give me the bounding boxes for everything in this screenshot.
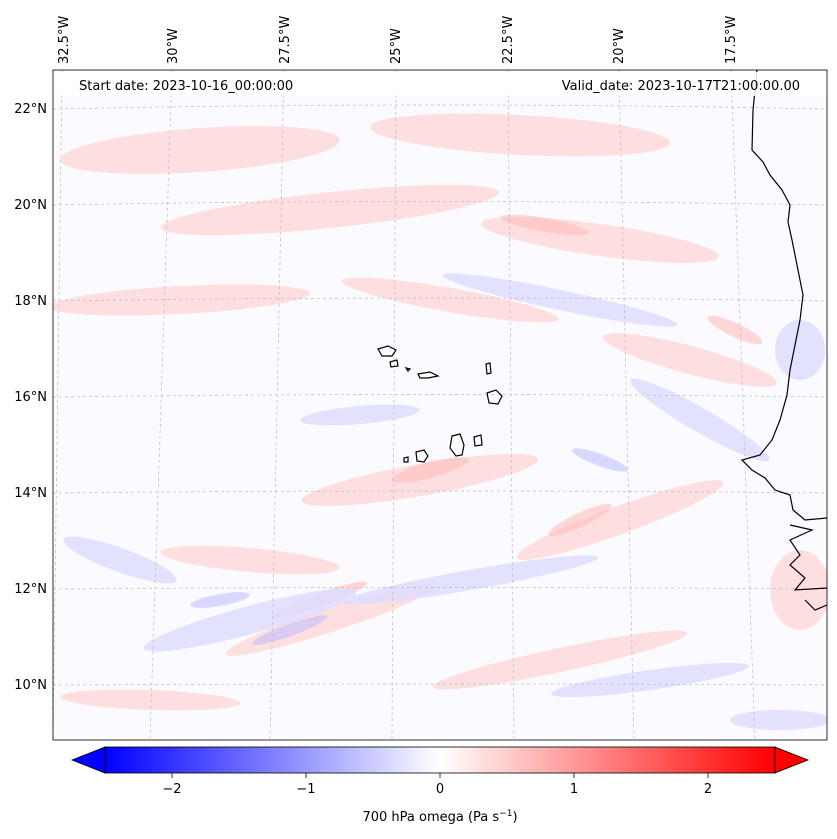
colorbar-ticks: −2 −1 0 1 2 bbox=[162, 773, 712, 797]
coastlines bbox=[740, 70, 827, 611]
lat-tick-label: 16°N bbox=[14, 390, 47, 405]
colorbar-tick-label: 1 bbox=[570, 782, 578, 797]
colorbar-extend-low bbox=[70, 746, 106, 774]
lon-tick-label: 30°W bbox=[166, 28, 181, 64]
lon-tick-label: 17.5°W bbox=[724, 16, 739, 64]
latitude-ticks: 22°N 20°N 18°N 16°N 14°N 12°N 10°N bbox=[14, 102, 47, 693]
lat-tick-label: 20°N bbox=[14, 198, 47, 213]
island-sao-vicente bbox=[389, 359, 399, 368]
colorbar-tick-label: 0 bbox=[436, 782, 444, 797]
island-boa-vista bbox=[486, 389, 503, 405]
lon-tick-label: 32.5°W bbox=[57, 16, 72, 64]
africa-coastline bbox=[740, 70, 827, 521]
colorbar-extend-high bbox=[774, 746, 810, 774]
lat-tick-label: 22°N bbox=[14, 102, 47, 117]
graticule bbox=[53, 70, 827, 740]
island-santo-antao bbox=[377, 345, 397, 357]
colorbar-label-exp: −1 bbox=[499, 809, 512, 819]
map-frame bbox=[52, 69, 828, 741]
start-date-label: Start date: 2023-10-16_00:00:00 bbox=[79, 79, 293, 94]
annotation-band bbox=[53, 72, 827, 96]
lon-tick-label: 27.5°W bbox=[278, 16, 293, 64]
colorbar-label: 700 hPa omega (Pa s−1) bbox=[362, 809, 517, 825]
colorbar-label-close: ) bbox=[512, 810, 517, 825]
longitude-ticks: 32.5°W 30°W 27.5°W 25°W 22.5°W 20°W 17.5… bbox=[57, 16, 739, 64]
omega-field bbox=[53, 113, 827, 730]
island-santa-luzia bbox=[404, 367, 412, 372]
valid-date-label: Valid_date: 2023-10-17T21:00:00.00 bbox=[562, 79, 800, 94]
island-sal bbox=[485, 362, 492, 375]
island-brava bbox=[403, 456, 409, 463]
colorbar-tick-label: −2 bbox=[162, 782, 181, 797]
lon-tick-label: 22.5°W bbox=[501, 16, 516, 64]
island-fogo bbox=[415, 449, 429, 463]
colorbar: −2 −1 0 1 2 700 hPa omega (Pa s−1) bbox=[70, 746, 810, 825]
lat-tick-label: 12°N bbox=[14, 582, 47, 597]
lat-tick-label: 14°N bbox=[14, 486, 47, 501]
lat-tick-label: 10°N bbox=[14, 678, 47, 693]
colorbar-tick-label: −1 bbox=[296, 782, 315, 797]
island-santiago bbox=[449, 433, 465, 457]
island-maio bbox=[473, 434, 483, 447]
colorbar-gradient bbox=[104, 746, 776, 774]
lat-tick-label: 18°N bbox=[14, 294, 47, 309]
cape-verde-islands bbox=[377, 345, 503, 463]
map-panel: Start date: 2023-10-16_00:00:00 Valid_da… bbox=[52, 69, 828, 741]
island-sao-nicolau bbox=[417, 371, 440, 379]
colorbar-tick-label: 2 bbox=[704, 782, 712, 797]
lon-tick-label: 20°W bbox=[612, 28, 627, 64]
colorbar-label-main: 700 hPa omega (Pa s bbox=[362, 810, 499, 825]
lon-tick-label: 25°W bbox=[389, 28, 404, 64]
